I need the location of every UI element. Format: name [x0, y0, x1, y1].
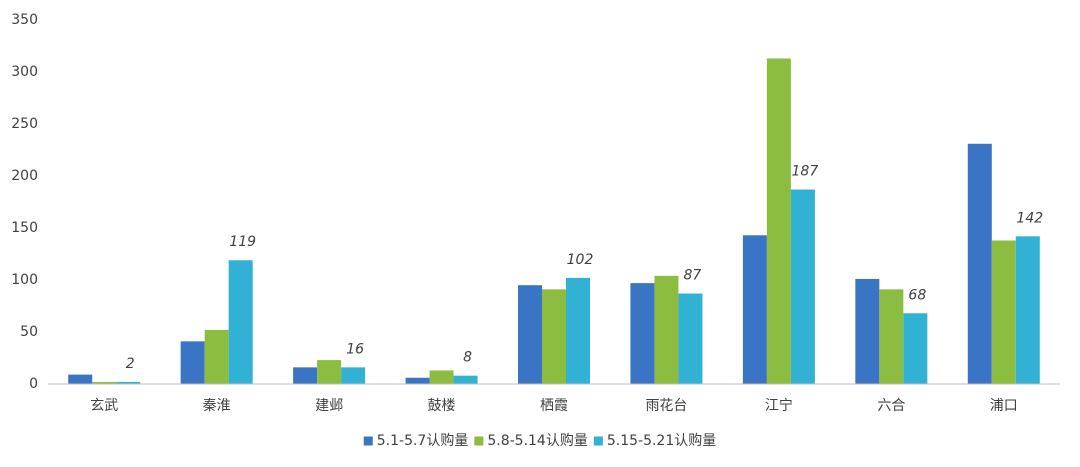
bar [518, 285, 542, 384]
x-tick-label: 玄武 [90, 397, 118, 414]
bar [116, 381, 141, 384]
bar [630, 283, 655, 384]
value-label: 2 [126, 356, 135, 372]
x-tick-label: 栖霞 [540, 398, 568, 414]
x-tick-label: 秦淮 [203, 398, 231, 414]
x-tick-label: 六合 [877, 398, 905, 414]
bar [228, 260, 253, 384]
bar [991, 240, 1016, 384]
bar [341, 367, 366, 384]
value-label: 187 [792, 164, 819, 180]
bar [180, 341, 205, 384]
value-label: 8 [463, 350, 472, 366]
legend-label: 5.1-5.7认购量 [377, 433, 469, 449]
value-label: 16 [346, 341, 364, 357]
bar [654, 275, 679, 384]
bar [92, 381, 117, 384]
y-tick-label: 150 [11, 220, 38, 236]
bar [566, 277, 590, 384]
bar [453, 375, 478, 384]
y-tick-label: 0 [29, 376, 38, 392]
value-label: 102 [567, 252, 594, 268]
legend-label: 5.8-5.14认购量 [487, 433, 588, 449]
bar [68, 374, 93, 384]
x-tick-label: 建邺 [315, 398, 343, 414]
y-tick-label: 250 [11, 116, 38, 132]
bar [204, 329, 229, 384]
y-tick-label: 350 [11, 12, 38, 28]
x-tick-label: 雨花台 [645, 398, 687, 414]
legend-label: 5.15-5.21认购量 [607, 433, 716, 449]
y-tick-label: 100 [11, 272, 38, 288]
x-tick-label: 鼓楼 [428, 398, 456, 414]
bar [790, 189, 815, 384]
x-tick-label: 江宁 [765, 397, 793, 414]
bar [405, 377, 430, 384]
legend-swatch [363, 436, 373, 446]
bar [293, 367, 318, 384]
bar [678, 293, 703, 384]
bar [967, 143, 992, 384]
value-label: 87 [684, 268, 702, 284]
bar [879, 289, 904, 384]
bar [542, 289, 566, 384]
bar [903, 313, 928, 384]
value-label: 68 [908, 287, 926, 303]
bar [1015, 236, 1040, 384]
value-label: 142 [1016, 210, 1043, 226]
x-tick-label: 浦口 [990, 398, 1018, 414]
y-tick-label: 200 [11, 168, 38, 184]
bar [429, 370, 454, 384]
bar [766, 58, 791, 384]
bar [855, 278, 880, 384]
y-tick-label: 50 [20, 324, 38, 340]
y-tick-label: 300 [11, 64, 38, 80]
bar [742, 235, 767, 384]
value-label: 119 [229, 234, 256, 250]
bar [317, 360, 342, 384]
legend-swatch [474, 436, 484, 446]
legend-swatch [593, 436, 603, 446]
